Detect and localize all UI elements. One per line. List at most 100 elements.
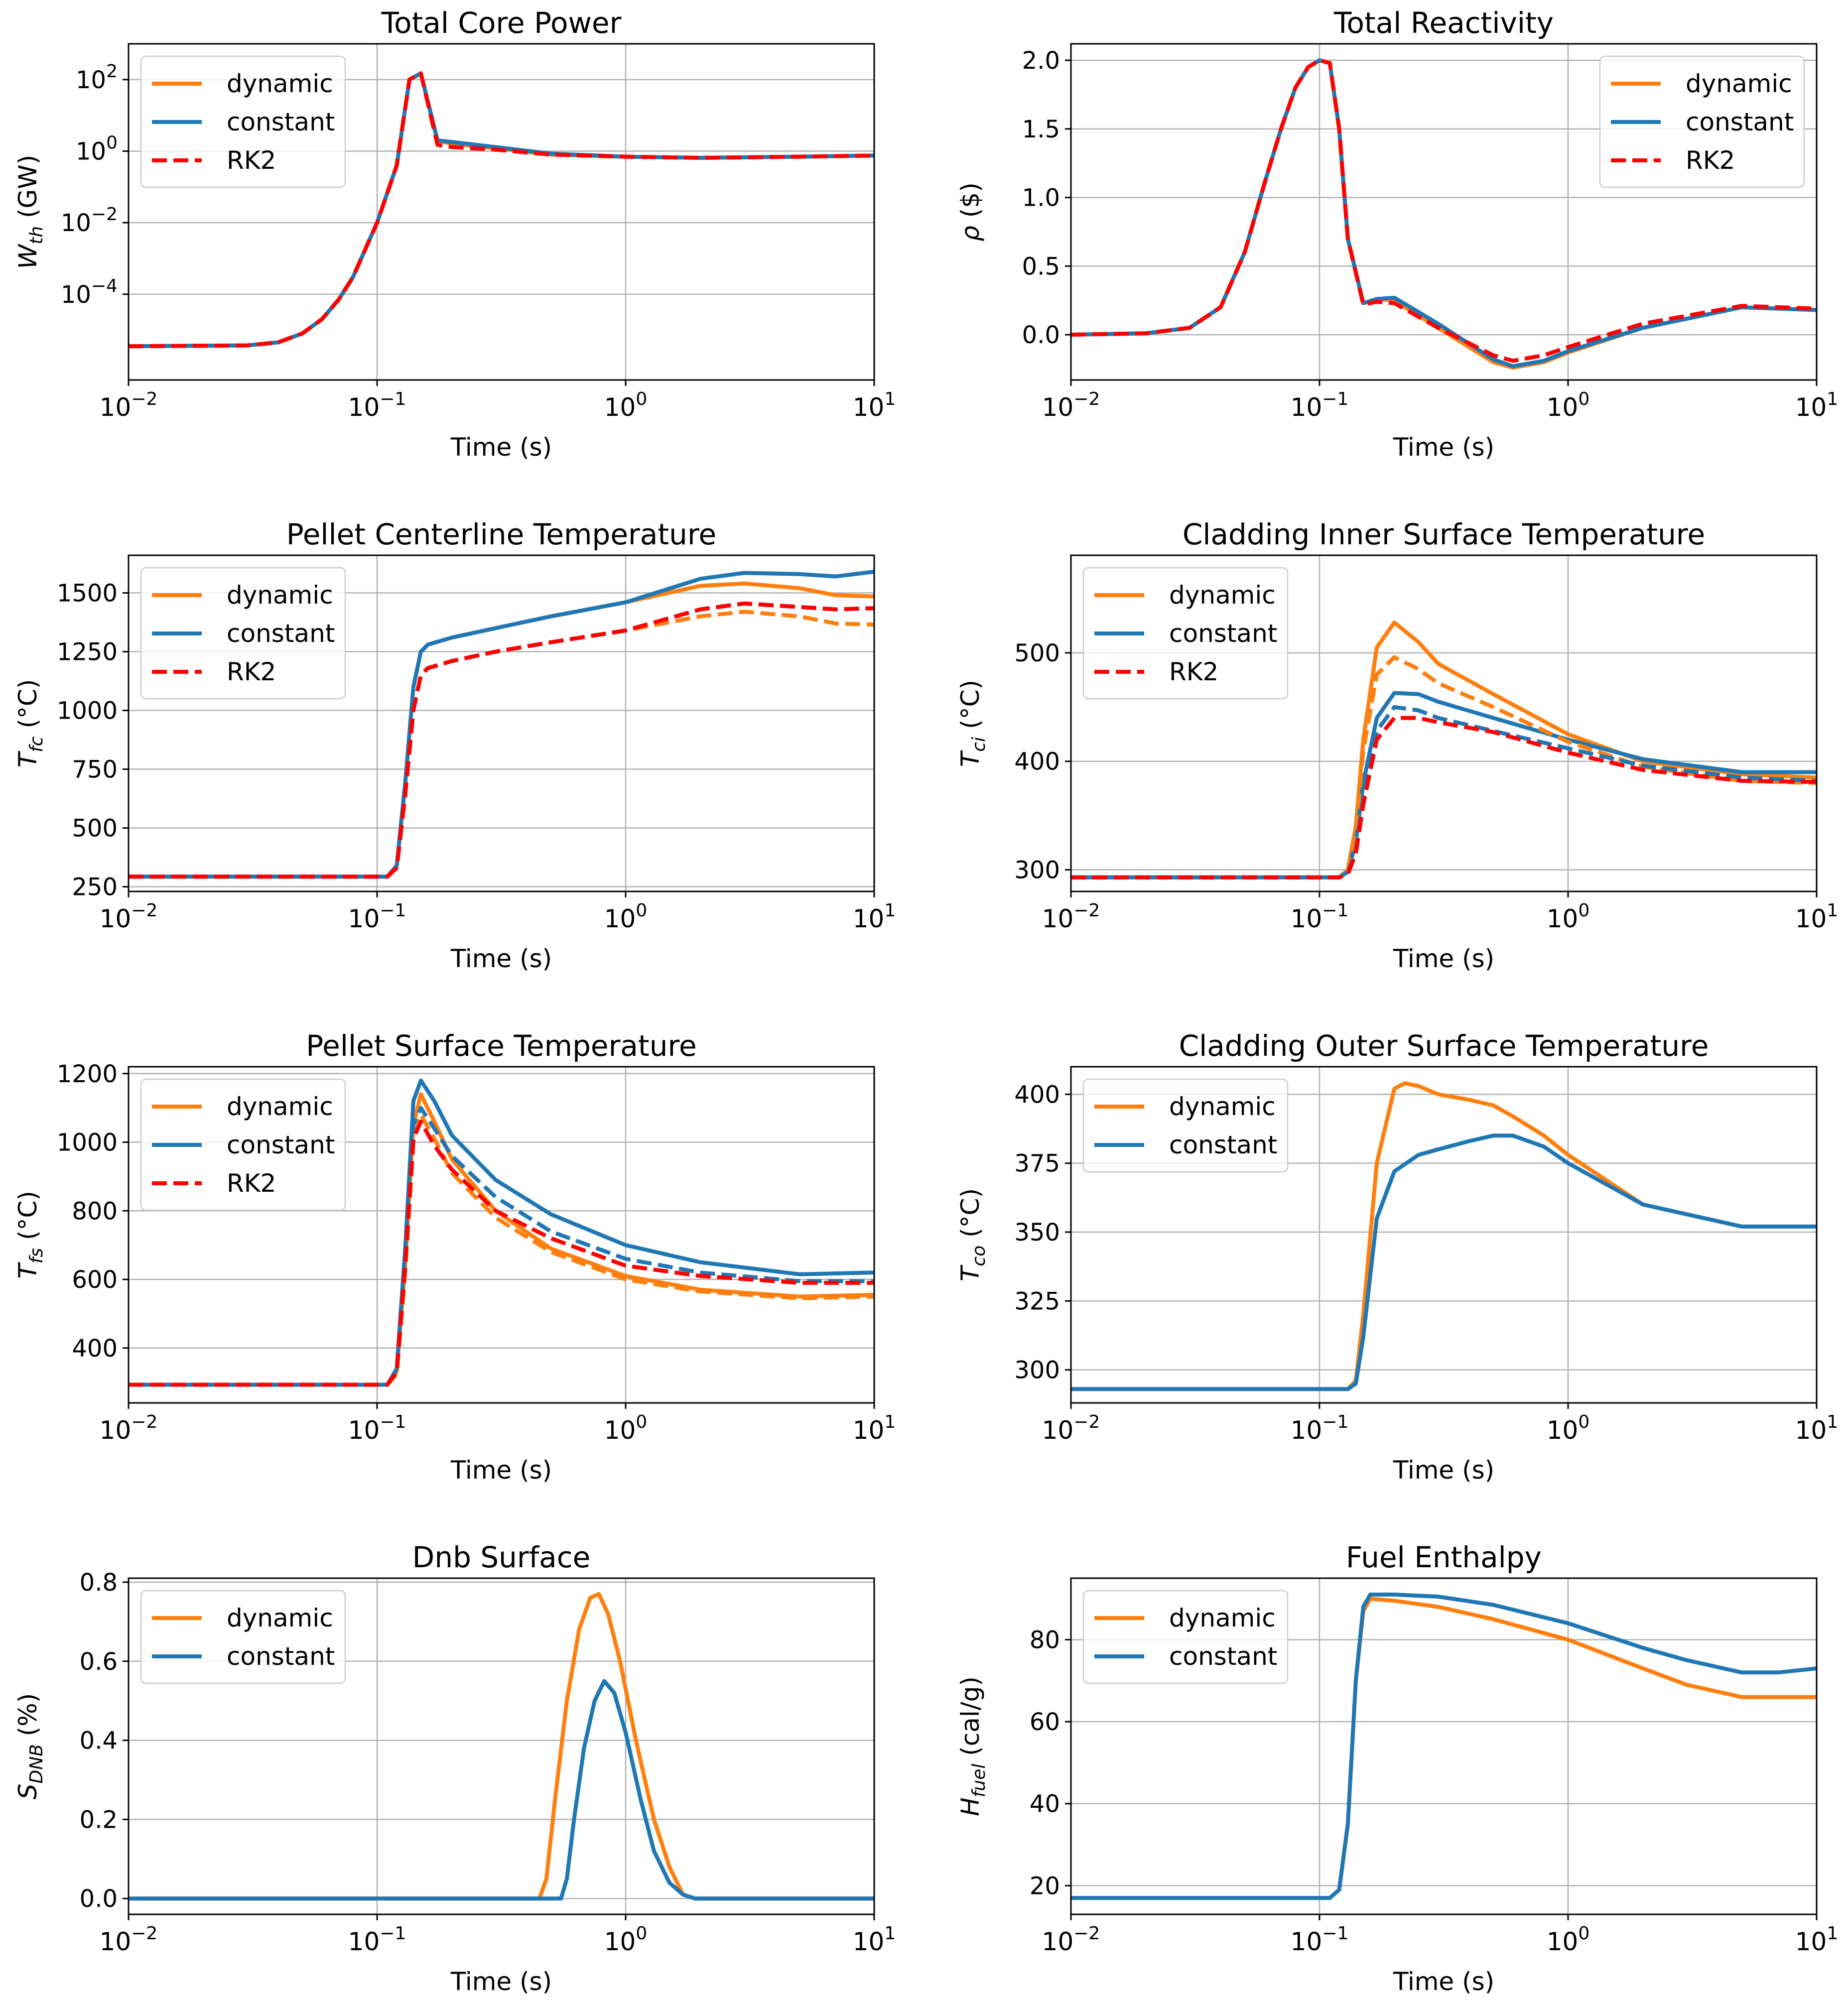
y-tick-label: 1250 [57,638,118,666]
x-tick-label: 101 [1795,389,1839,422]
series-group [1071,58,1817,370]
y-tick-label: 0.5 [1022,252,1060,280]
x-tick-label: 101 [1795,1923,1839,1956]
legend-label-constant: constant [1169,1642,1277,1671]
legend-label-dynamic: dynamic [1169,581,1276,610]
x-tick-label: 10−2 [100,1412,158,1445]
series-group [1071,1081,1817,1391]
y-tick-label: 1000 [57,697,118,725]
chart-fuel-enthalpy: 10−2 10−1 100 101 20 40 60 80 Fuel Enthalpy Time … [956,1540,1838,1996]
y-axis-label: Wth (GW) [13,155,47,269]
x-tick-label: 101 [1795,1412,1839,1445]
y-tick-label: 300 [1014,856,1060,884]
legend-label-dynamic: dynamic [1169,1092,1276,1121]
y-tick-label: 500 [72,815,118,843]
series-constant-dashed [129,1106,874,1387]
y-tick-label: 100 [76,132,118,165]
legend-label-constant: constant [227,619,335,648]
y-tick-label: 102 [76,61,118,94]
y-tick-label: 500 [1014,639,1060,667]
y-tick-label: 400 [1014,1081,1060,1109]
legend-label-dynamic: dynamic [227,69,333,98]
x-tick-label: 10−2 [1042,389,1100,422]
x-tick-label: 10−1 [1291,900,1349,933]
x-tick-label: 10−1 [1291,389,1349,422]
y-tick-label: 40 [1030,1790,1060,1818]
legend-label-constant: constant [227,1642,335,1671]
axes-frame [128,554,875,892]
x-tick-label: 10−1 [1291,1923,1349,1956]
x-axis-label: Time (s) [450,1456,552,1485]
y-tick-label: 325 [1014,1287,1060,1315]
y-tick-label: 80 [1030,1626,1060,1654]
chart-total-core-power: 10−2 10−1 100 101 10−4 10−2 100 102 Total Core P… [13,6,896,462]
y-axis-label: Tco (°C) [956,1188,989,1281]
series-constant [129,1679,874,1901]
legend-label-rk2: RK2 [227,146,276,175]
x-axis-label: Time (s) [450,433,552,462]
y-axis-label: Tfc (°C) [13,679,47,768]
y-axis-label: Tfs (°C) [13,1191,47,1279]
y-tick-label: 750 [72,756,118,784]
chart-cladding-inner-surface-temperature: 10−2 10−1 100 101 300 400 500 Cladding Inner Su… [956,517,1838,973]
series-rk2 [1071,716,1817,879]
chart-title: Fuel Enthalpy [1346,1540,1542,1574]
axes-frame [128,43,875,381]
legend-box [140,1590,346,1684]
x-tick-label: 10−1 [348,1923,406,1956]
y-tick-label: 10−2 [61,204,118,237]
series-group [129,570,874,879]
axes-frame [128,1066,875,1404]
x-tick-label: 101 [853,389,896,422]
legend-box [1082,1078,1289,1173]
y-tick-label: 1500 [57,580,118,608]
x-tick-label: 101 [853,900,896,933]
x-axis-label: Time (s) [450,944,552,973]
chart-cladding-outer-surface-temperature: 10−2 10−1 100 101 300 325 350 375 400 Cladding Ou… [956,1029,1838,1485]
legend: dynamic constant RK2 [140,1078,346,1211]
x-tick-label: 10−2 [100,900,158,933]
chart-dnb-surface: 10−2 10−1 100 101 0.0 0.2 0.4 0.6 0.8 Dnb Surface… [13,1540,896,1996]
x-tick-label: 100 [604,1923,648,1956]
series-group [129,1592,874,1901]
series-rk2 [129,71,874,349]
y-tick-label: 60 [1030,1708,1060,1736]
y-axis-label: SDNB (%) [13,1693,47,1800]
series-constant-dashed [1071,705,1817,879]
chart-title: Cladding Outer Surface Temperature [1179,1029,1709,1063]
series-constant [129,1078,874,1387]
x-tick-label: 100 [1547,1412,1590,1445]
legend: dynamic constant [140,1590,346,1684]
legend-box [140,567,346,700]
x-tick-label: 100 [1547,389,1590,422]
y-tick-label: 10−4 [61,276,118,309]
y-tick-label: 0.4 [80,1727,118,1755]
legend-label-dynamic: dynamic [227,1604,333,1632]
x-axis-label: Time (s) [1393,944,1494,973]
y-tick-label: 2.0 [1022,47,1060,75]
y-axis-label: Tci (°C) [956,680,989,767]
axes-frame [1070,1577,1818,1915]
legend-label-constant: constant [1169,619,1277,648]
y-tick-label: 600 [72,1266,118,1294]
x-tick-label: 10−1 [348,1412,406,1445]
legend: dynamic constant RK2 [140,55,346,188]
legend: dynamic constant RK2 [1082,567,1289,700]
y-tick-label: 300 [1014,1357,1060,1384]
x-tick-label: 101 [853,1412,896,1445]
chart-title: Total Reactivity [1333,6,1554,40]
axes-frame [128,1577,875,1915]
x-tick-label: 10−1 [348,389,406,422]
x-axis-label: Time (s) [1393,1967,1494,1996]
chart-title: Pellet Surface Temperature [306,1029,696,1063]
chart-title: Dnb Surface [412,1540,591,1574]
y-tick-label: 400 [72,1335,118,1363]
legend: dynamic constant [1082,1590,1289,1684]
series-group [129,1078,874,1387]
legend-label-constant: constant [227,108,335,136]
series-group [129,71,874,349]
legend-box [140,1078,346,1211]
y-tick-label: 0.2 [80,1806,118,1834]
chart-title: Pellet Centerline Temperature [286,517,716,551]
y-tick-label: 0.0 [80,1885,118,1913]
